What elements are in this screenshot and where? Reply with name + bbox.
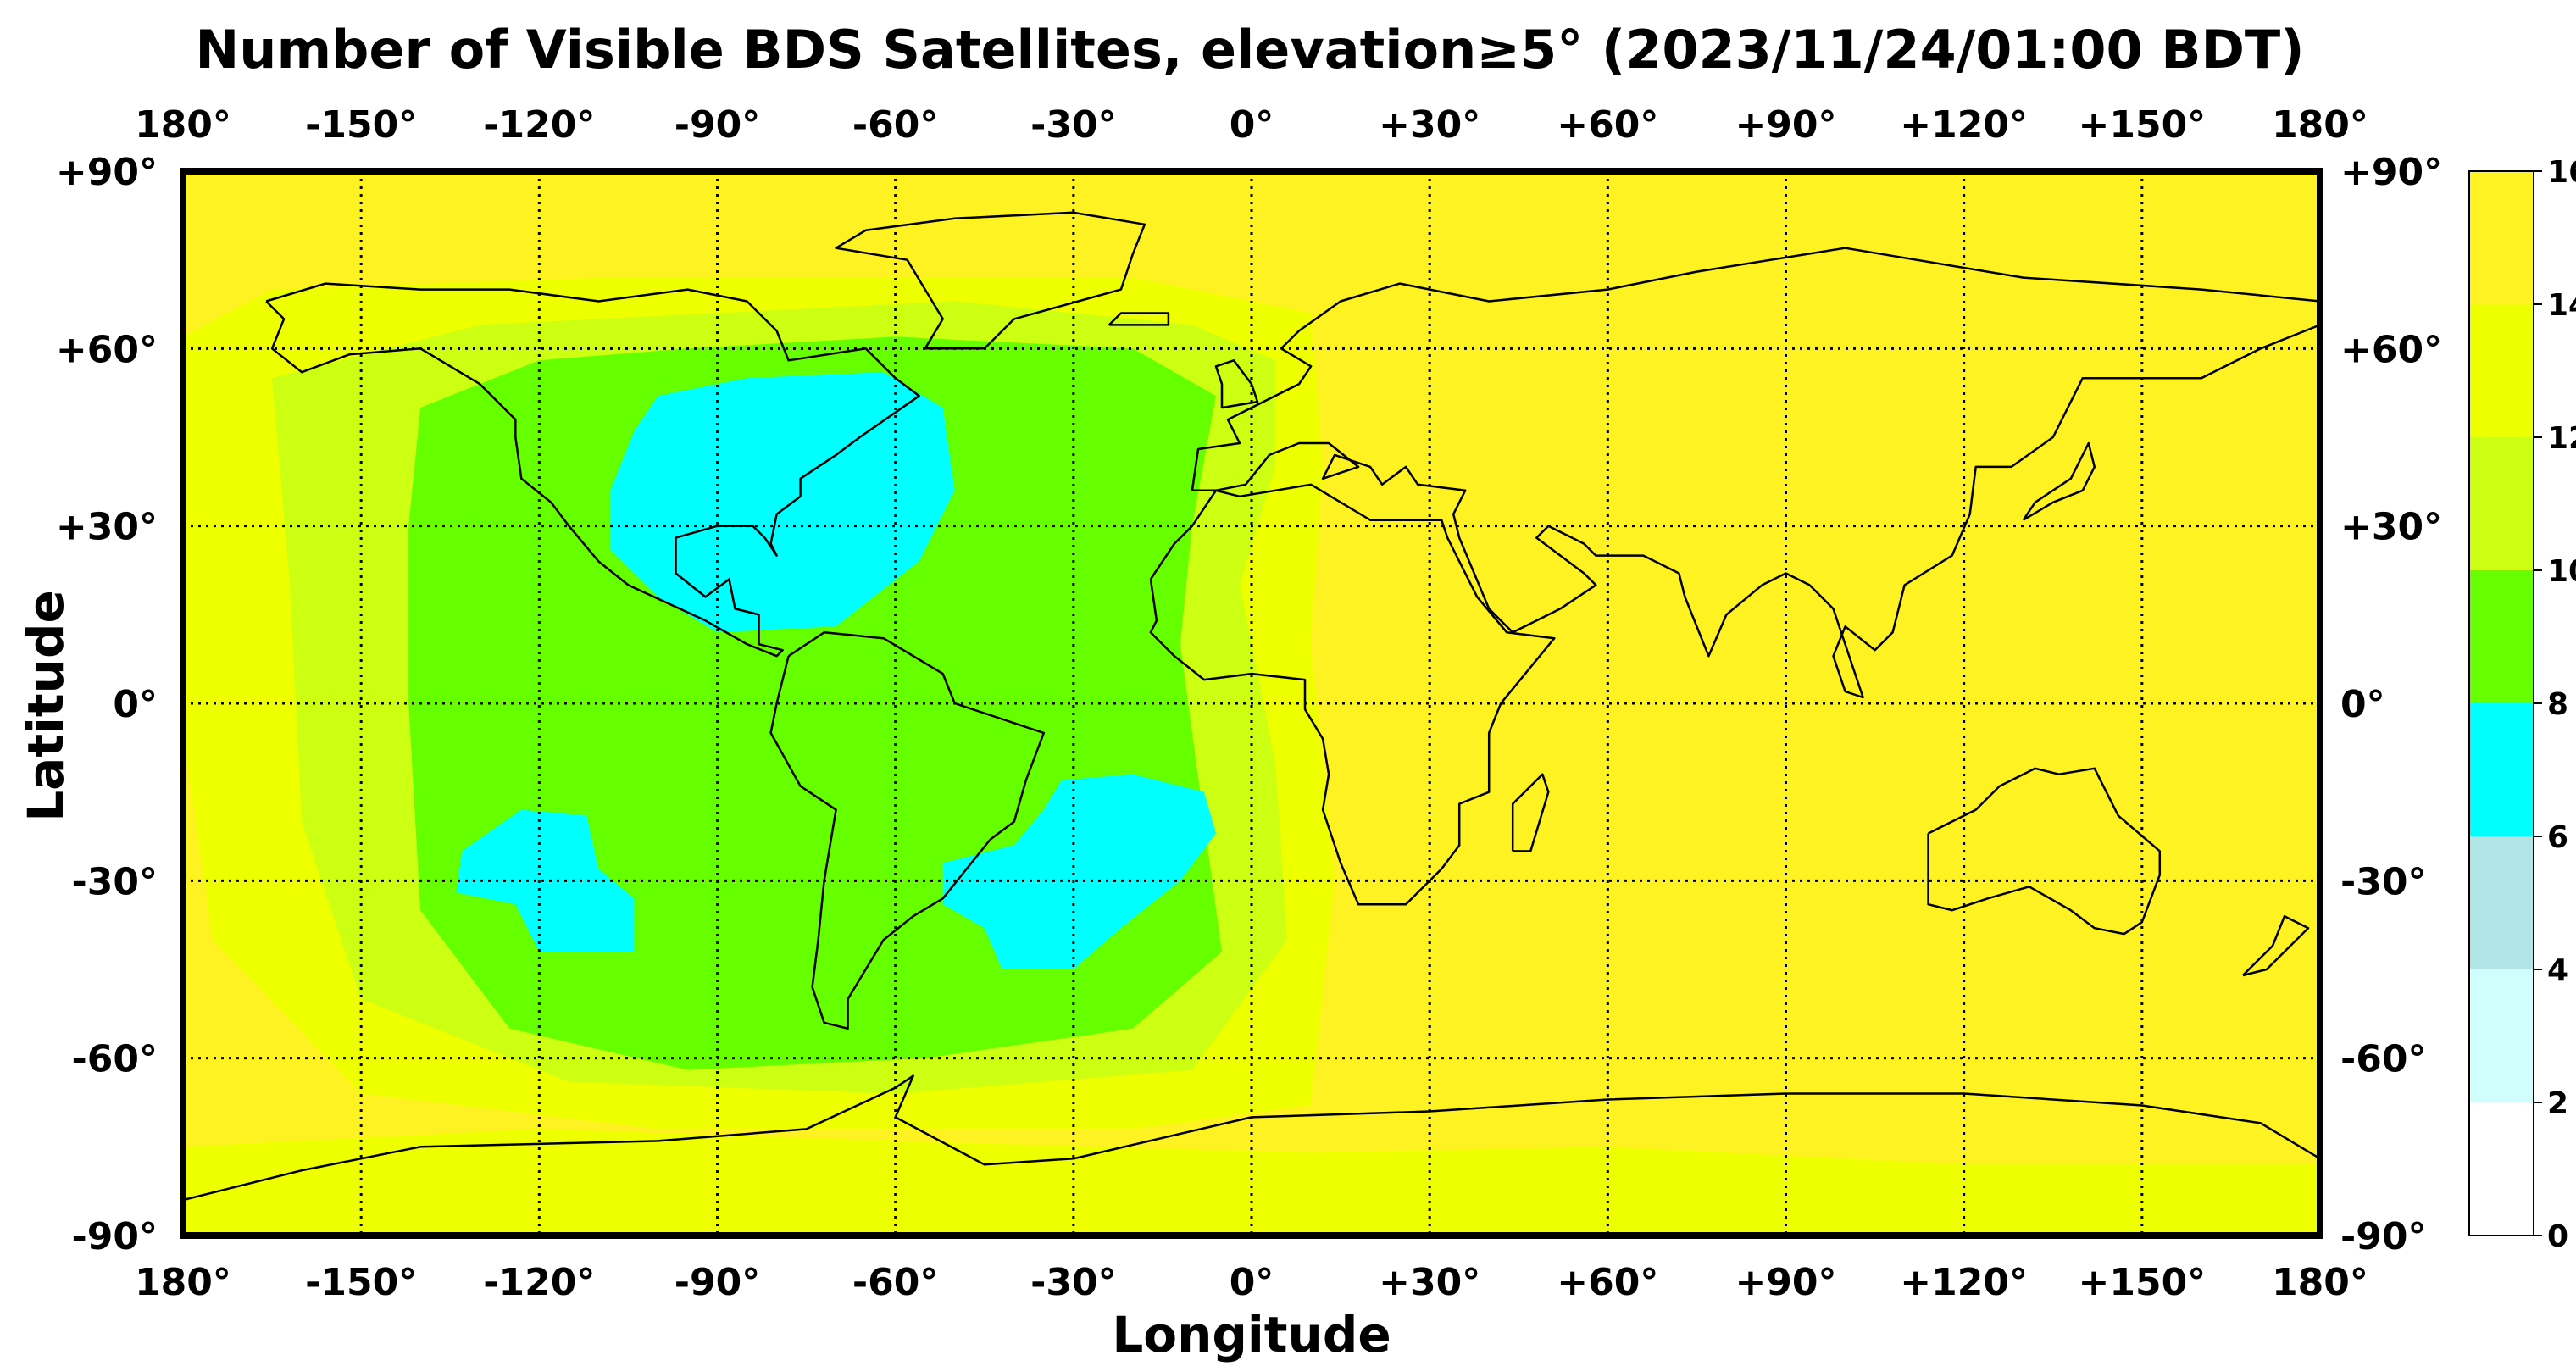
longitude-tick-label: +150° — [2078, 1261, 2206, 1304]
colorbar-segment — [2469, 570, 2534, 703]
coastline-japan — [2022, 441, 2096, 521]
longitude-tick-label: -30° — [1030, 103, 1117, 147]
latitude-tick-label: -90° — [72, 1215, 158, 1258]
latitude-tick-label: +30° — [56, 506, 158, 549]
longitude-tick-label: +60° — [1557, 103, 1658, 147]
colorbar-tick-label: 14 — [2547, 288, 2576, 323]
colorbar: 0 2 4 6 8 10 12 14 16 — [2468, 155, 2576, 1254]
coastline-new-zealand — [2242, 914, 2310, 977]
colorbar-tick-label: 10 — [2547, 554, 2576, 589]
longitude-tick-label: +120° — [1900, 1261, 2028, 1304]
map-frame — [180, 168, 2323, 1239]
latitude-tick-label: -60° — [72, 1038, 158, 1081]
latitude-tick-label: -60° — [2340, 1038, 2427, 1081]
longitude-tick-label: -30° — [1030, 1261, 1117, 1304]
longitude-tick-label: +60° — [1557, 1261, 1658, 1304]
longitude-tick-label: 180° — [135, 1261, 231, 1304]
latitude-tick-label: +60° — [56, 328, 158, 371]
longitude-tick-label: -120° — [483, 1261, 595, 1304]
longitude-tick-label: -60° — [852, 103, 939, 147]
colorbar-segment — [2469, 304, 2534, 437]
colorbar-tick-label: 6 — [2547, 820, 2568, 855]
longitude-ticks-top: 180° -150° -120° -90° -60° -30° 0° +30° +60° +90°… — [135, 103, 2368, 147]
figure-title: Number of Visible BDS Satellites, elevat… — [195, 19, 2304, 81]
colorbar-segment — [2469, 437, 2534, 570]
longitude-tick-label: +120° — [1900, 103, 2028, 147]
latitude-tick-label: +60° — [2340, 328, 2442, 371]
longitude-ticks-bottom: 180° -150° -120° -90° -60° -30° 0° +30° +60° +90°… — [135, 1261, 2368, 1304]
longitude-tick-label: 0° — [1230, 1261, 1274, 1304]
grid-lines — [183, 171, 2320, 1236]
region-north-america — [610, 372, 955, 633]
colorbar-segment — [2469, 703, 2534, 836]
coastline-north-america — [265, 282, 920, 658]
coastline-madagascar — [1511, 773, 1550, 852]
longitude-tick-label: 180° — [2272, 1261, 2368, 1304]
latitude-tick-label: -90° — [2340, 1215, 2427, 1258]
colorbar-tick-label: 16 — [2547, 155, 2576, 190]
latitude-tick-label: +90° — [2340, 151, 2442, 194]
latitude-tick-label: 0° — [113, 683, 158, 726]
colorbar-tick-label: 8 — [2547, 687, 2568, 722]
colorbar-tick-label: 4 — [2547, 953, 2568, 988]
coastline-british-isles — [1214, 359, 1259, 409]
region-south-pacific — [456, 809, 635, 952]
coastline-australia — [1927, 767, 2162, 936]
coastlines — [182, 211, 2322, 1202]
longitude-tick-label: +90° — [1735, 103, 1836, 147]
x-axis-label: Longitude — [1112, 1306, 1391, 1363]
longitude-tick-label: -90° — [675, 1261, 761, 1304]
longitude-tick-label: +150° — [2078, 103, 2206, 147]
coastline-antarctica — [182, 1074, 2321, 1202]
longitude-tick-label: -120° — [483, 103, 595, 147]
latitude-ticks-left: +90° +60° +30° 0° -30° -60° -90° — [56, 151, 158, 1258]
colorbar-segment — [2469, 836, 2534, 969]
longitude-tick-label: -60° — [852, 1261, 939, 1304]
longitude-tick-label: 180° — [135, 103, 231, 147]
colorbar-segment — [2469, 1102, 2534, 1236]
latitude-tick-label: -30° — [2340, 860, 2427, 903]
coastline-africa — [1149, 483, 1556, 906]
latitude-ticks-right: +90° +60° +30° 0° -30° -60° -90° — [2340, 151, 2442, 1258]
y-axis-label: Latitude — [17, 590, 75, 822]
longitude-tick-label: -90° — [675, 103, 761, 147]
longitude-tick-label: -150° — [305, 103, 417, 147]
colorbar-tick-label: 2 — [2547, 1086, 2568, 1121]
latitude-tick-label: -30° — [72, 860, 158, 903]
region-south-atlantic — [942, 774, 1216, 969]
colorbar-segment — [2469, 171, 2534, 304]
longitude-tick-label: -150° — [305, 1261, 417, 1304]
longitude-tick-label: +90° — [1735, 1261, 1836, 1304]
coastline-iceland — [1108, 312, 1170, 326]
coastline-eurasia — [1191, 247, 2322, 699]
longitude-tick-label: +30° — [1379, 1261, 1480, 1304]
latitude-tick-label: 0° — [2340, 683, 2385, 726]
colorbar-segment — [2469, 969, 2534, 1102]
colorbar-tick-label: 0 — [2547, 1219, 2568, 1254]
longitude-tick-label: 0° — [1230, 103, 1274, 147]
longitude-tick-label: 180° — [2272, 103, 2368, 147]
latitude-tick-label: +90° — [56, 151, 158, 194]
longitude-tick-label: +30° — [1379, 103, 1480, 147]
coastline-greenland — [835, 211, 1146, 350]
coastline-south-america — [769, 631, 1046, 1030]
latitude-tick-label: +30° — [2340, 506, 2442, 549]
colorbar-tick-label: 12 — [2547, 421, 2576, 456]
